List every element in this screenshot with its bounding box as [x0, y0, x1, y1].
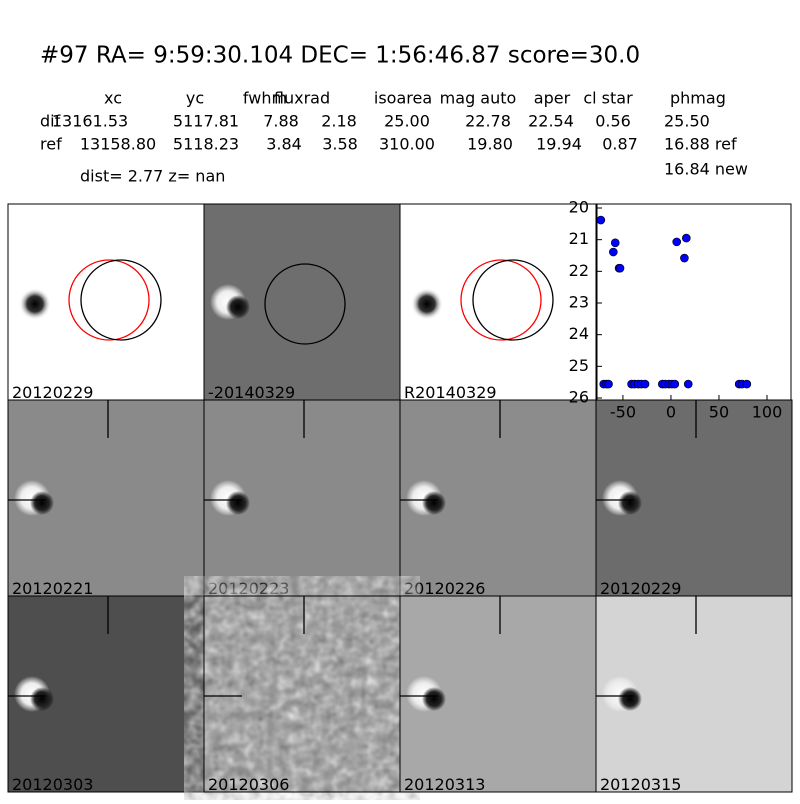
- title: #97 RA= 9:59:30.104 DEC= 1:56:46.87 scor…: [40, 43, 640, 69]
- point: [742, 379, 752, 389]
- stamp-label: 20120226: [404, 579, 485, 598]
- table-cell: 19.94: [536, 135, 582, 154]
- point: [682, 233, 691, 243]
- y-tick-label: 22: [569, 261, 589, 280]
- y-tick-label: 21: [569, 229, 589, 248]
- column-header: phmag: [670, 89, 726, 108]
- y-tick-label: 20: [569, 198, 589, 217]
- stamp-label: -20140329: [208, 383, 295, 402]
- column-header: cl star: [583, 89, 633, 108]
- source-dark: [618, 491, 642, 515]
- table-cell: 3.84: [266, 135, 302, 154]
- column-header: fwhm: [243, 89, 287, 108]
- column-header: xc: [104, 89, 122, 108]
- point: [670, 379, 680, 389]
- table-cell: 25.50: [664, 112, 710, 131]
- phmag-new: 16.84 new: [664, 160, 748, 179]
- table-cell: 310.00: [379, 135, 435, 154]
- y-tick-label: 24: [569, 324, 589, 343]
- table-cell: 3.58: [322, 135, 358, 154]
- table-cell: 16.88 ref: [664, 135, 737, 154]
- stamp: 20120315: [595, 595, 793, 794]
- stamp: 20120303: [7, 595, 205, 794]
- stamp: -20140329: [203, 203, 401, 402]
- stamp-label: R20140329: [404, 383, 497, 402]
- point: [610, 238, 620, 248]
- source-dark: [30, 491, 54, 515]
- stamp: 20120223: [203, 399, 401, 598]
- stamp: 20120221: [7, 399, 205, 598]
- stamp-grid: 20120229 -20140329 R20140329 20120221 201202…: [7, 203, 793, 794]
- table-cell: 22.54: [528, 112, 574, 131]
- point: [672, 237, 682, 247]
- y-tick-label: 25: [569, 356, 589, 375]
- table-cell: 22.78: [465, 112, 511, 131]
- point: [596, 215, 606, 225]
- column-header: fluxrad: [274, 89, 330, 108]
- source-dark: [422, 491, 446, 515]
- point: [640, 379, 650, 389]
- column-header: yc: [186, 89, 204, 108]
- table-cell: 0.56: [595, 112, 631, 131]
- aperture: [264, 263, 346, 345]
- aperture: [472, 259, 554, 341]
- source: [19, 288, 51, 320]
- stamp-label: 20120313: [404, 775, 485, 794]
- table-cell: 25.00: [384, 112, 430, 131]
- stamp: R20140329: [399, 203, 597, 402]
- x-tick-label: 0: [666, 403, 676, 422]
- table-cell: 2.18: [321, 112, 357, 131]
- table-cell: 19.80: [467, 135, 513, 154]
- stamp: 20120229: [7, 203, 205, 402]
- table-cell: dif: [40, 112, 61, 131]
- stamp: 20120226: [399, 399, 597, 598]
- stamp-label: 20120223: [208, 579, 289, 598]
- column-header: mag auto: [440, 89, 517, 108]
- aperture: [80, 259, 162, 341]
- dist-line: dist= 2.77 z= nan: [80, 167, 225, 186]
- stamp-label: 20120229: [600, 579, 681, 598]
- point: [683, 379, 693, 389]
- stamp: 20120229: [595, 399, 793, 598]
- source-dark: [226, 295, 250, 319]
- scatter-plot: 20 21 22 23 24 25 26 -50 0 50 100: [569, 198, 792, 422]
- source-dark: [618, 687, 642, 711]
- noise-image: [204, 596, 400, 792]
- point: [615, 263, 625, 273]
- column-header: isoarea: [374, 89, 432, 108]
- table-cell: 7.88: [263, 112, 299, 131]
- y-tick-label: 26: [569, 388, 589, 407]
- plot-area: [596, 203, 792, 401]
- stamp-frame: [595, 595, 793, 793]
- stamp-label: 20120306: [208, 775, 289, 794]
- source: [411, 288, 443, 320]
- x-tick-label: -50: [610, 403, 636, 422]
- stamp-label: 20120303: [12, 775, 93, 794]
- stamp: 20120306: [203, 595, 401, 794]
- y-tick-label: 23: [569, 293, 589, 312]
- source-dark: [226, 491, 250, 515]
- point: [680, 253, 689, 263]
- aperture: [68, 259, 150, 341]
- point: [604, 379, 613, 389]
- table-cell: 5118.23: [173, 135, 239, 154]
- source-dark: [422, 687, 446, 711]
- stamp: 20120313: [399, 595, 597, 794]
- aperture: [460, 259, 542, 341]
- stamp-label: 20120229: [12, 383, 93, 402]
- column-header: aper: [534, 89, 571, 108]
- stamp-label: 20120315: [600, 775, 681, 794]
- source-dark: [30, 687, 54, 711]
- x-tick-label: 100: [752, 403, 783, 422]
- table-cell: 0.87: [602, 135, 638, 154]
- table-cell: 13158.80: [80, 135, 156, 154]
- table-cell: 13161.53: [52, 112, 128, 131]
- point: [609, 247, 618, 257]
- stamp-label: 20120221: [12, 579, 93, 598]
- table-cell: 5117.81: [173, 112, 239, 131]
- table-cell: ref: [40, 135, 62, 154]
- x-tick-label: 50: [709, 403, 729, 422]
